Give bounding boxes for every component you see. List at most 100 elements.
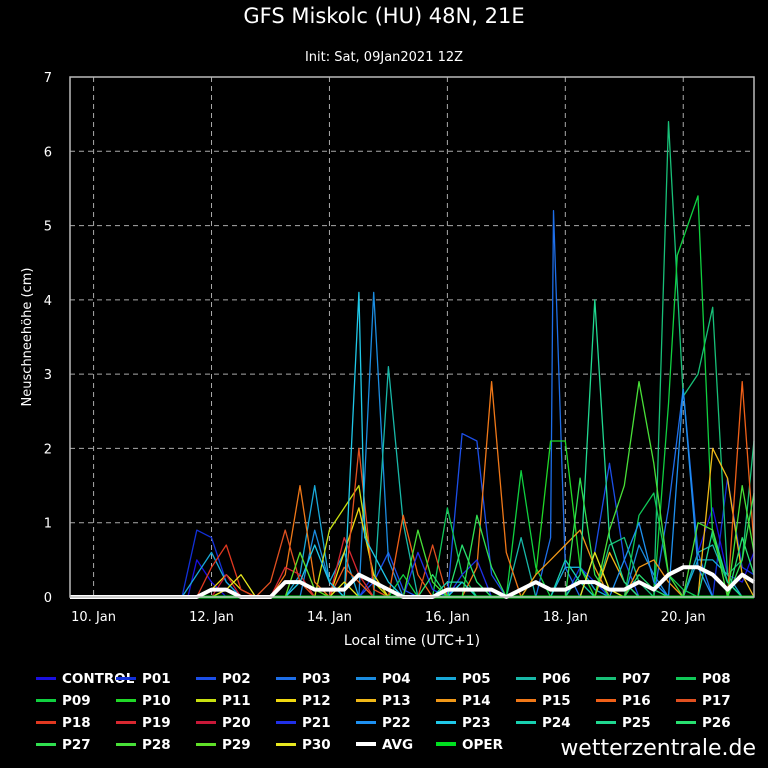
legend-swatch <box>516 720 536 724</box>
legend-swatch <box>36 720 56 724</box>
legend-item-p28: P28 <box>116 737 171 757</box>
legend-label: P06 <box>542 671 571 687</box>
legend-label: P04 <box>382 671 411 687</box>
legend-label: P20 <box>222 715 251 731</box>
series-line-avg <box>70 565 756 599</box>
legend-swatch <box>36 676 56 680</box>
y-tick-label: 2 <box>44 442 52 457</box>
y-tick-label: 7 <box>44 71 52 86</box>
legend-label: P13 <box>382 693 411 709</box>
legend-label: P23 <box>462 715 491 731</box>
ticks: 0 1 2 3 4 5 6 7 10. Jan 12. Jan 14. Jan 16. Jan 18. … <box>44 71 706 625</box>
legend-label: P15 <box>542 693 571 709</box>
x-tick-label: 20. Jan <box>661 610 706 625</box>
legend-swatch <box>516 676 536 680</box>
legend-item-p18: P18 <box>36 715 91 735</box>
legend-item-p27: P27 <box>36 737 91 757</box>
legend-label: P25 <box>622 715 651 731</box>
legend-swatch <box>276 742 296 746</box>
x-tick-label: 16. Jan <box>425 610 470 625</box>
legend-label: OPER <box>462 737 503 753</box>
legend-item-p11: P11 <box>196 693 251 713</box>
legend-label: P21 <box>302 715 331 731</box>
legend-swatch <box>436 676 456 680</box>
series-line-p22 <box>70 388 754 598</box>
legend-swatch <box>116 742 136 746</box>
legend-swatch <box>276 720 296 724</box>
legend-swatch <box>596 676 616 680</box>
legend-label: P07 <box>622 671 651 687</box>
y-tick-label: 6 <box>44 145 52 160</box>
legend-label: P18 <box>62 715 91 731</box>
legend-swatch <box>36 698 56 702</box>
legend-label: P12 <box>302 693 331 709</box>
legend-item-p16: P16 <box>596 693 651 713</box>
x-tick-label: 10. Jan <box>71 610 116 625</box>
legend-item-p13: P13 <box>356 693 411 713</box>
legend-swatch <box>196 676 216 680</box>
legend-item-p29: P29 <box>196 737 251 757</box>
series-line-p27 <box>70 477 755 598</box>
legend-label: CONTROL <box>62 671 135 687</box>
series-line-p02 <box>70 432 754 598</box>
series-line-p06 <box>70 366 754 598</box>
legend-label: P14 <box>462 693 491 709</box>
legend-label: P03 <box>302 671 331 687</box>
legend-item-p21: P21 <box>276 715 331 735</box>
legend-label: P11 <box>222 693 251 709</box>
legend-item-p08: P08 <box>676 671 731 691</box>
legend-item-p23: P23 <box>436 715 491 735</box>
legend-label: P10 <box>142 693 171 709</box>
legend-label: P26 <box>702 715 731 731</box>
series-line-p16 <box>70 380 755 598</box>
legend-swatch <box>676 698 696 702</box>
legend-label: P02 <box>222 671 251 687</box>
legend-label: P08 <box>702 671 731 687</box>
legend-swatch <box>356 676 376 680</box>
legend-swatch <box>276 698 296 702</box>
legend-label: P24 <box>542 715 571 731</box>
legend-item-p12: P12 <box>276 693 331 713</box>
legend-swatch <box>356 698 376 702</box>
y-tick-label: 4 <box>44 294 52 309</box>
legend-item-p17: P17 <box>676 693 731 713</box>
legend-item-p22: P22 <box>356 715 411 735</box>
x-tick-label: 14. Jan <box>307 610 352 625</box>
legend-swatch <box>436 698 456 702</box>
legend-item-p05: P05 <box>436 671 491 691</box>
series-line-p03 <box>70 210 754 598</box>
legend-label: P05 <box>462 671 491 687</box>
legend-swatch <box>116 720 136 724</box>
legend-item-p15: P15 <box>516 693 571 713</box>
y-axis-label: Neuschneehöhe (cm) <box>20 268 35 407</box>
series-line-p07 <box>70 120 755 598</box>
legend-swatch <box>116 698 136 702</box>
legend-item-p24: P24 <box>516 715 571 735</box>
legend-label: P28 <box>142 737 171 753</box>
legend-item-avg: AVG <box>356 737 413 757</box>
legend-swatch <box>196 698 216 702</box>
x-tick-label: 12. Jan <box>189 610 234 625</box>
legend-item-p20: P20 <box>196 715 251 735</box>
legend-item-p25: P25 <box>596 715 651 735</box>
legend-item-p03: P03 <box>276 671 331 691</box>
legend-swatch <box>676 720 696 724</box>
series-line-p11 <box>70 484 754 598</box>
x-tick-label: 18. Jan <box>543 610 588 625</box>
legend-label: P29 <box>222 737 251 753</box>
legend-label: P01 <box>142 671 171 687</box>
series-layer <box>70 120 756 599</box>
legend-label: P22 <box>382 715 411 731</box>
legend-swatch <box>516 698 536 702</box>
legend-item-p09: P09 <box>36 693 91 713</box>
legend-item-p10: P10 <box>116 693 171 713</box>
legend-swatch <box>196 742 216 746</box>
legend-swatch <box>356 720 376 724</box>
legend-item-control: CONTROL <box>36 671 134 691</box>
legend-item-p01: P01 <box>116 671 171 691</box>
legend-label: P30 <box>302 737 331 753</box>
y-tick-label: 0 <box>44 591 52 606</box>
legend-swatch <box>116 676 136 680</box>
legend-label: P17 <box>702 693 731 709</box>
